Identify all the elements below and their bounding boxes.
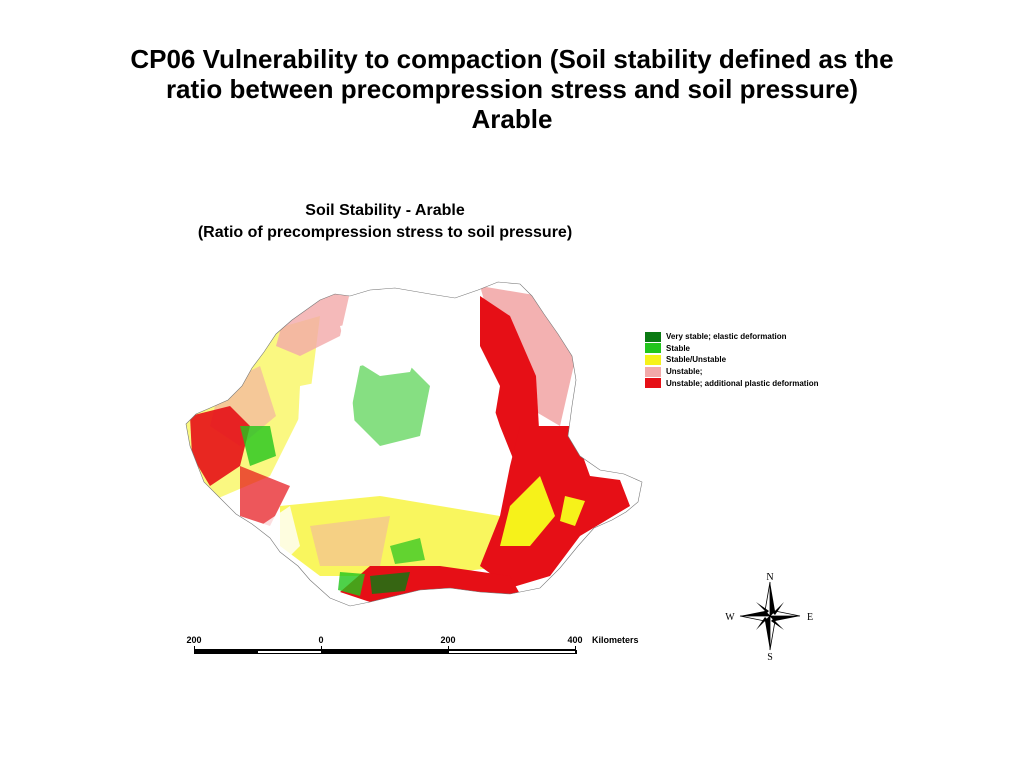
compass-rose-icon: N S E W bbox=[725, 572, 813, 663]
scale-tick bbox=[194, 646, 195, 654]
scale-units: Kilometers bbox=[592, 635, 639, 645]
scale-bar: 200 0 200 400 Kilometers bbox=[182, 634, 662, 664]
slide-title-line-3: Arable bbox=[471, 104, 553, 134]
compass-s-label: S bbox=[767, 652, 773, 663]
legend-swatch bbox=[645, 378, 661, 389]
legend-swatch bbox=[645, 331, 661, 342]
map-title-line-2: (Ratio of precompression stress to soil … bbox=[197, 224, 573, 241]
legend-label: Stable/Unstable bbox=[666, 355, 727, 365]
scale-label: 200 bbox=[440, 635, 456, 645]
legend-item-unstable: Unstable; bbox=[645, 366, 885, 378]
scale-tick bbox=[321, 646, 322, 654]
slide-title: CP06 Vulnerability to compaction (Soil s… bbox=[60, 44, 964, 134]
scale-tick bbox=[575, 646, 576, 654]
compass-e-label: E bbox=[807, 612, 813, 623]
scale-segment bbox=[448, 650, 577, 654]
scale-segment bbox=[194, 650, 257, 654]
legend-swatch bbox=[645, 366, 661, 377]
legend-label: Very stable; elastic deformation bbox=[666, 332, 787, 342]
scale-segment bbox=[257, 650, 323, 654]
map-land bbox=[186, 282, 642, 606]
map-legend: Very stable; elastic deformation Stable … bbox=[645, 331, 885, 389]
legend-item-very-stable: Very stable; elastic deformation bbox=[645, 331, 885, 343]
scale-line bbox=[194, 649, 575, 650]
legend-item-stable-unstable: Stable/Unstable bbox=[645, 354, 885, 366]
legend-label: Stable bbox=[666, 343, 691, 353]
slide-title-line-1: CP06 Vulnerability to compaction (Soil s… bbox=[130, 44, 894, 74]
map-title: Soil Stability - Arable (Ratio of precom… bbox=[130, 200, 640, 244]
scale-segment bbox=[321, 650, 448, 654]
scale-label: 200 bbox=[186, 635, 202, 645]
legend-label: Unstable; additional plastic deformation bbox=[666, 378, 819, 388]
scale-label: 0 bbox=[318, 635, 324, 645]
map-title-line-1: Soil Stability - Arable bbox=[305, 202, 465, 219]
legend-item-unstable-plastic: Unstable; additional plastic deformation bbox=[645, 377, 885, 389]
legend-swatch bbox=[645, 354, 661, 365]
compass-n-label: N bbox=[766, 572, 773, 583]
scale-tick bbox=[448, 646, 449, 654]
legend-swatch bbox=[645, 343, 661, 354]
scale-label: 400 bbox=[567, 635, 583, 645]
legend-label: Unstable; bbox=[666, 367, 703, 377]
slide-title-line-2: ratio between precompression stress and … bbox=[165, 74, 859, 104]
legend-item-stable: Stable bbox=[645, 343, 885, 355]
soil-stability-map bbox=[185, 281, 643, 607]
compass-w-label: W bbox=[725, 612, 735, 623]
